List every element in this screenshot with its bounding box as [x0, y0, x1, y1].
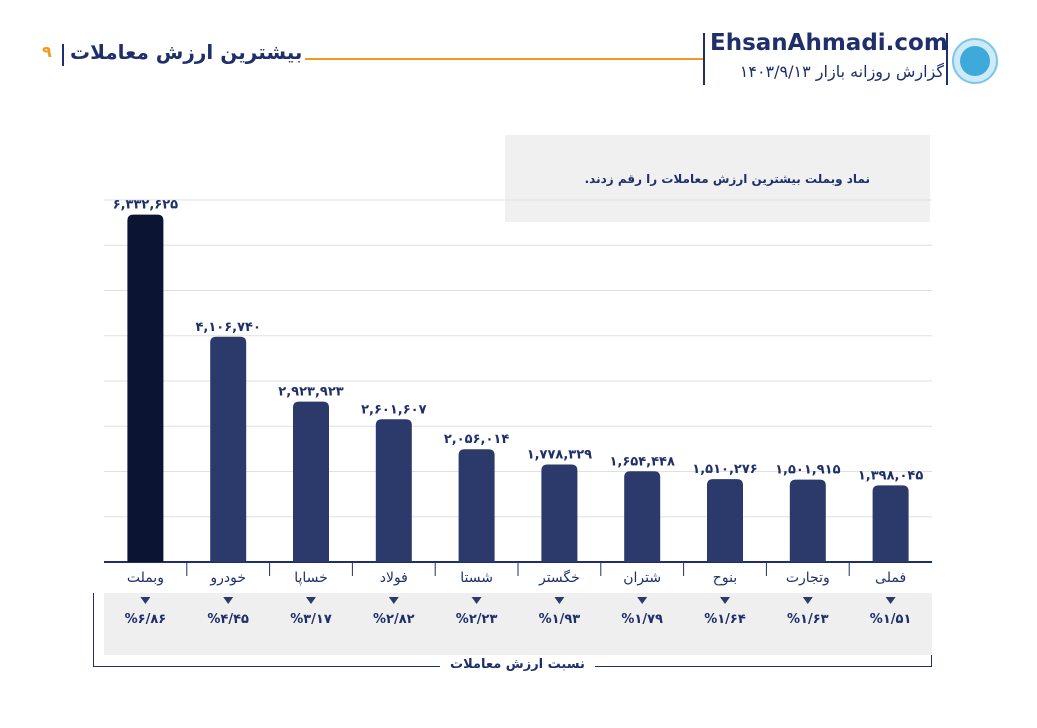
- triangle-down-icon: [637, 597, 648, 604]
- bar: [707, 479, 743, 562]
- share-label: %۱/۷۹: [621, 612, 663, 627]
- logo-icon: [952, 38, 998, 84]
- bar: [872, 485, 909, 562]
- report-subtitle: گزارش روزانه بازار ۱۴۰۳/۹/۱۳: [739, 62, 944, 81]
- category-label: خودرو: [209, 570, 246, 586]
- category-label: فملی: [875, 570, 906, 586]
- triangle-down-icon: [802, 597, 813, 604]
- share-label: %۲/۲۳: [456, 612, 498, 627]
- value-label: ۱,۷۷۸,۳۲۹: [527, 447, 592, 462]
- page-number: ۹: [42, 42, 52, 61]
- triangle-down-icon: [140, 597, 151, 604]
- value-label: ۲,۶۰۱,۶۰۷: [361, 402, 426, 417]
- share-label: %۴/۴۵: [207, 612, 249, 627]
- page-title: بیشترین ارزش معاملات: [70, 40, 303, 64]
- site-name: EhsanAhmadi.com: [710, 30, 948, 56]
- category-label: وبملت: [127, 570, 164, 586]
- footer-label: نسبت ارزش معاملات: [440, 657, 595, 672]
- share-label: %۱/۵۱: [870, 612, 912, 627]
- bar: [210, 336, 247, 562]
- triangle-down-icon: [554, 597, 565, 604]
- triangle-down-icon: [388, 597, 399, 604]
- bar: [293, 401, 329, 562]
- share-label: %۱/۶۴: [704, 612, 746, 627]
- share-label: %۳/۱۷: [290, 612, 332, 627]
- bar: [375, 419, 412, 562]
- share-label: %۲/۸۲: [373, 612, 415, 627]
- triangle-down-icon: [885, 597, 896, 604]
- value-label: ۱,۵۰۱,۹۱۵: [775, 463, 840, 478]
- triangle-down-icon: [471, 597, 482, 604]
- category-label: شتران: [623, 570, 661, 586]
- divider: [703, 33, 705, 85]
- value-label: ۴,۱۰۶,۷۴۰: [195, 320, 260, 335]
- bar: [624, 471, 661, 562]
- bar: [127, 214, 164, 563]
- category-label: وتجارت: [786, 570, 830, 586]
- divider: [62, 44, 64, 66]
- value-label: ۱,۶۵۴,۴۴۸: [609, 454, 674, 469]
- triangle-down-icon: [306, 597, 316, 604]
- note-box: نماد وبملت بیشترین ارزش معاملات را رقم ز…: [505, 135, 930, 222]
- divider: [946, 33, 948, 85]
- value-label: ۲,۹۲۳,۹۲۳: [278, 385, 343, 400]
- share-label: %۶/۸۶: [125, 612, 167, 627]
- triangle-down-icon: [223, 597, 234, 604]
- bar: [789, 479, 826, 562]
- value-label: ۱,۳۹۸,۰۴۵: [858, 468, 923, 483]
- triangle-down-icon: [720, 597, 730, 604]
- bar: [541, 464, 578, 562]
- category-label: شستا: [460, 570, 493, 586]
- category-label: بنوح: [713, 570, 737, 586]
- value-label: ۶,۳۳۲,۶۲۵: [113, 198, 178, 213]
- share-label: %۱/۹۳: [539, 612, 581, 627]
- category-label: فولاد: [380, 570, 408, 586]
- note-text: نماد وبملت بیشترین ارزش معاملات را رقم ز…: [584, 171, 870, 186]
- category-label: خساپا: [294, 570, 328, 586]
- header-rule: [305, 58, 705, 60]
- share-label: %۱/۶۳: [787, 612, 829, 627]
- value-label: ۲,۰۵۶,۰۱۴: [444, 432, 509, 447]
- bar: [458, 449, 495, 562]
- value-label: ۱,۵۱۰,۲۷۶: [692, 462, 757, 477]
- category-label: خگستر: [538, 569, 580, 586]
- share-panel: [104, 593, 932, 655]
